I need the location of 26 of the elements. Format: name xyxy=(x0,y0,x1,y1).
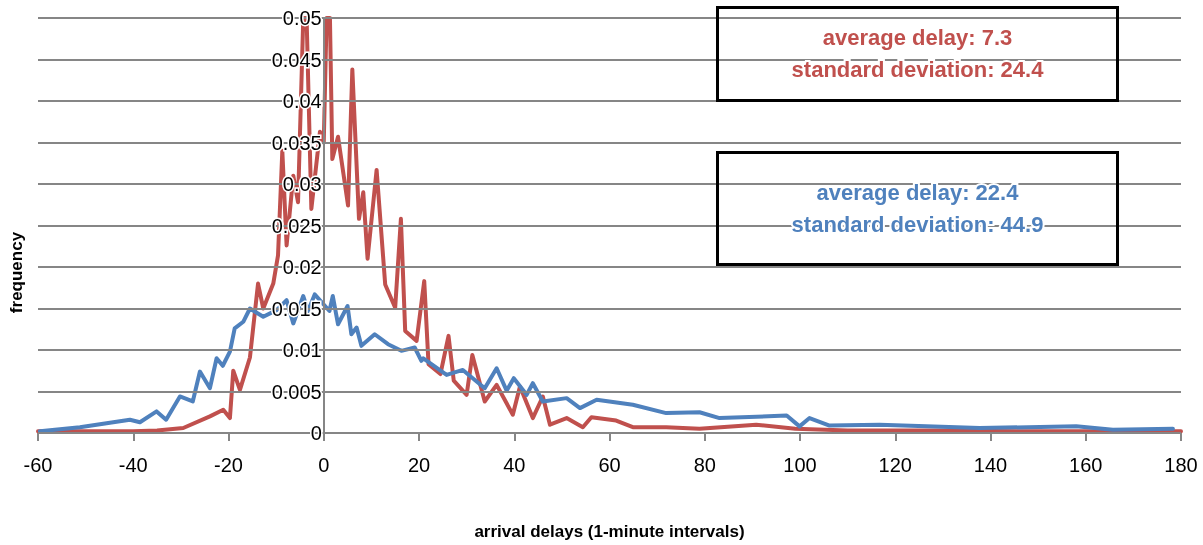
x-tick-label: 140 xyxy=(973,454,1008,476)
x-tick-label: 40 xyxy=(503,454,526,476)
y-tick-label: 0 xyxy=(310,422,322,444)
y-tick-label: 0.025 xyxy=(271,214,322,237)
y-tick-label: 0.035 xyxy=(271,131,322,154)
y-tick-label: 0.02 xyxy=(282,256,322,278)
y-tick-label: 0.04 xyxy=(282,90,322,112)
y-tick-label: 0.045 xyxy=(271,48,322,71)
x-axis-title: arrival delays (1-minute intervals) xyxy=(474,522,745,541)
x-tick-label: 100 xyxy=(783,454,817,476)
x-tick-label: 60 xyxy=(598,454,621,476)
x-tick-label: 80 xyxy=(693,454,716,476)
x-tick-label: 20 xyxy=(407,454,431,476)
y-tick-label: 0.05 xyxy=(282,7,322,29)
x-tick-label: -40 xyxy=(118,454,148,476)
x-tick-label: -20 xyxy=(214,454,243,476)
y-tick-label: 0.005 xyxy=(271,380,322,403)
x-tick-label: 160 xyxy=(1069,454,1103,476)
annotation: average delay: 7.3 standard deviation: 24.4 xyxy=(791,25,1045,82)
x-tick-label: 120 xyxy=(878,454,912,476)
y-tick-label: 0.015 xyxy=(271,297,322,320)
y-tick-label: 0.03 xyxy=(282,173,322,195)
x-tick-label: -60 xyxy=(23,454,53,476)
x-tick-label: 180 xyxy=(1164,454,1198,476)
y-axis-title: frequency xyxy=(7,231,26,314)
y-tick-label: 0.01 xyxy=(282,339,322,361)
